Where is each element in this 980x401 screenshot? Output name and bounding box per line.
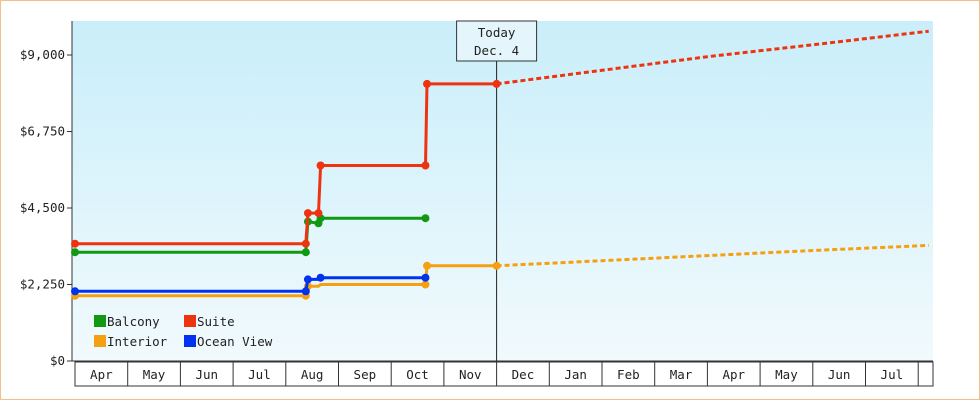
series-line-balcony: [75, 216, 426, 254]
today-marker: Today Dec. 4: [456, 20, 538, 361]
today-label: Today: [478, 25, 516, 40]
data-point-balcony: [301, 248, 310, 257]
legend-label-suite: Suite: [197, 314, 235, 329]
y-tick-label: $2,250: [20, 277, 65, 292]
data-point-suite: [423, 79, 432, 88]
x-tick-label: Nov: [459, 367, 482, 382]
series-line-suite: [75, 82, 497, 246]
data-point-ocean-view: [421, 273, 430, 282]
series-balcony: [71, 214, 430, 257]
forecast-line-suite: [496, 29, 929, 86]
data-point-suite: [314, 209, 323, 218]
legend-swatch-suite: [184, 315, 196, 327]
today-date: Dec. 4: [474, 43, 519, 58]
data-point-suite: [316, 161, 325, 170]
data-point-interior: [423, 261, 432, 270]
x-tick-label: Apr: [90, 367, 113, 382]
today-box: [456, 20, 538, 62]
x-tick-label: Apr: [722, 367, 745, 382]
y-axis: $0 $2,250 $4,500 $6,750 $9,000: [20, 21, 73, 368]
data-point-ocean-view: [303, 275, 312, 284]
data-point-suite: [421, 161, 430, 170]
series-ocean-view: [71, 273, 430, 296]
legend-swatch-balcony: [94, 315, 106, 327]
x-tick-label: May: [775, 367, 798, 382]
y-tick-label: $4,500: [20, 200, 65, 215]
x-axis-band: [74, 361, 934, 387]
legend-swatch-ocean-view: [184, 335, 196, 347]
data-point-ocean-view: [71, 287, 79, 296]
y-tick-label: $9,000: [20, 47, 65, 62]
x-tick-label: Dec: [512, 367, 535, 382]
data-point-ocean-view: [301, 287, 310, 296]
forecast-line-interior: [496, 243, 929, 268]
y-tick-label: $6,750: [20, 124, 65, 139]
data-point-suite: [71, 239, 79, 248]
x-axis: Apr May Jun Jul Aug Sep Oct Nov Dec Jan Feb Mar Apr M…: [72, 360, 934, 387]
plot-background: [72, 21, 933, 361]
x-tick-label: Mar: [670, 367, 693, 382]
x-tick-label: May: [143, 367, 166, 382]
data-point-suite: [303, 209, 312, 218]
legend-label-ocean-view: Ocean View: [197, 334, 273, 349]
x-tick-label: Jul: [881, 367, 904, 382]
legend-label-interior: Interior: [107, 334, 168, 349]
x-tick-label: Jan: [564, 367, 587, 382]
data-point-ocean-view: [316, 273, 325, 282]
data-point-balcony: [71, 248, 79, 257]
x-tick-label: Jun: [828, 367, 851, 382]
data-point-interior: [421, 280, 430, 289]
data-point-suite: [492, 79, 501, 88]
data-point-interior: [492, 261, 501, 270]
legend-label-balcony: Balcony: [107, 314, 160, 329]
data-point-balcony: [421, 214, 430, 223]
x-tick-label: Oct: [406, 367, 429, 382]
series-suite: [71, 29, 929, 248]
x-tick-label: Aug: [301, 367, 324, 382]
data-point-suite: [301, 239, 310, 248]
x-tick-label: Jul: [248, 367, 271, 382]
series-layer: [71, 29, 929, 300]
series-line-ocean-view: [75, 276, 426, 293]
legend-swatch-interior: [94, 335, 106, 347]
legend: Balcony Suite Interior Ocean View: [94, 314, 273, 349]
x-tick-label: Jun: [195, 367, 218, 382]
x-tick-label: Sep: [354, 367, 377, 382]
x-tick-label: Feb: [617, 367, 640, 382]
y-tick-label: $0: [50, 353, 65, 368]
